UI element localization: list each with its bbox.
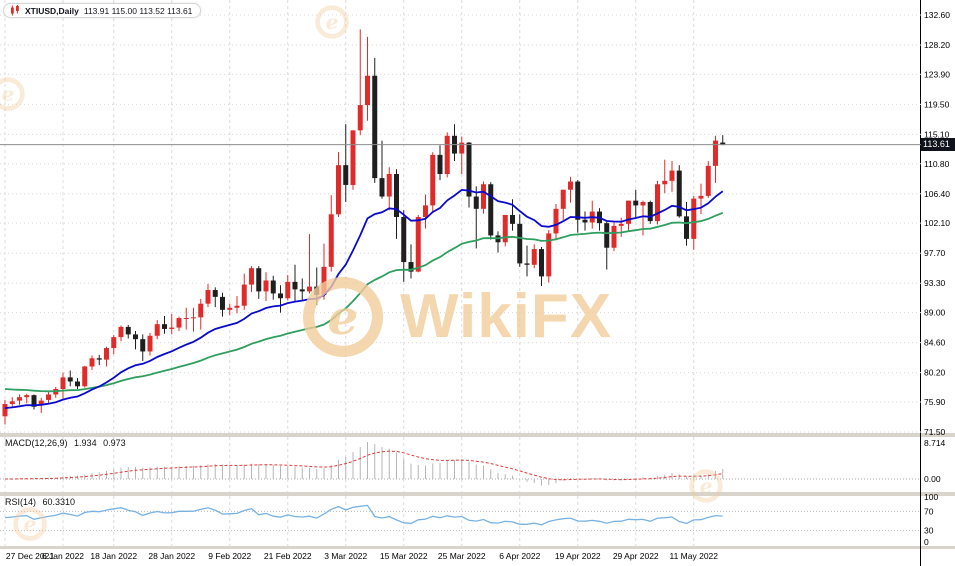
date-axis-label: 15 Mar 2022 <box>380 551 428 561</box>
date-axis-label: 28 Jan 2022 <box>148 551 195 561</box>
panel-separator[interactable] <box>0 546 955 549</box>
price-axis-label: 132.60 <box>924 10 950 20</box>
macd-name: MACD(12,26,9) <box>5 438 68 448</box>
current-price-badge: 113.61 <box>921 138 955 151</box>
date-axis-label: 21 Feb 2022 <box>264 551 312 561</box>
rsi-axis-label: 0 <box>924 537 929 547</box>
price-axis-label: 97.70 <box>924 248 946 258</box>
rsi-line <box>4 504 723 526</box>
macd-axis-zero: 0.00 <box>924 474 941 484</box>
price-axis-label: 110.80 <box>924 159 950 169</box>
rsi-label: RSI(14) 60.3310 <box>5 497 79 507</box>
price-axis-label: 75.90 <box>924 397 946 407</box>
macd-histogram <box>11 442 724 486</box>
date-axis-label: 6 Apr 2022 <box>499 551 540 561</box>
price-axis-label: 106.40 <box>924 189 950 199</box>
date-axis-label: 19 Apr 2022 <box>555 551 601 561</box>
macd-signal-line <box>5 450 723 481</box>
rsi-axis-label: 100 <box>924 492 938 502</box>
rsi-name: RSI(14) <box>5 497 37 507</box>
price-axis-label: 102.10 <box>924 218 950 228</box>
date-axis-label: 9 Feb 2022 <box>208 551 251 561</box>
candlestick-chart-icon <box>11 5 19 16</box>
date-axis-label: 11 May 2022 <box>669 551 718 561</box>
macd-value-signal: 0.973 <box>103 438 126 448</box>
panel-separator[interactable] <box>0 492 955 496</box>
quote-badge: XTIUSD,Daily 113.91 115.00 113.52 113.61 <box>3 3 202 18</box>
price-axis-label: 115.10 <box>924 129 950 139</box>
rsi-axis-label: 30 <box>924 526 934 536</box>
rsi-value: 60.3310 <box>42 497 76 507</box>
symbol-timeframe: XTIUSD,Daily <box>25 5 79 16</box>
gridlines <box>0 0 921 546</box>
macd-axis-max: 8.714 <box>924 438 946 448</box>
price-axis-label: 128.20 <box>924 40 950 50</box>
price-axis-label: 89.00 <box>924 308 946 318</box>
price-axis-label: 93.30 <box>924 278 946 288</box>
rsi-axis-label: 70 <box>924 506 934 516</box>
date-axis-label: 27 Dec 2021 <box>6 551 54 561</box>
date-axis-label: 25 Mar 2022 <box>438 551 486 561</box>
price-axis-label: 123.90 <box>924 69 950 79</box>
date-axis-label: 6 Jan 2022 <box>42 551 84 561</box>
price-axis-label: 84.60 <box>924 338 946 348</box>
macd-label: MACD(12,26,9) 1.934 0.973 <box>5 438 130 448</box>
ma-fast-line <box>4 188 724 409</box>
price-axis-label: 71.50 <box>924 427 946 437</box>
quote-ohlc: 113.91 115.00 113.52 113.61 <box>83 5 193 16</box>
date-axis-label: 18 Jan 2022 <box>90 551 137 561</box>
macd-value-main: 1.934 <box>74 438 97 448</box>
price-axis-label: 80.20 <box>924 368 946 378</box>
date-axis-label: 3 Mar 2022 <box>324 551 367 561</box>
panel-separator[interactable] <box>0 433 955 437</box>
date-axis-label: 29 Apr 2022 <box>613 551 659 561</box>
price-axis-label: 119.50 <box>924 99 950 109</box>
